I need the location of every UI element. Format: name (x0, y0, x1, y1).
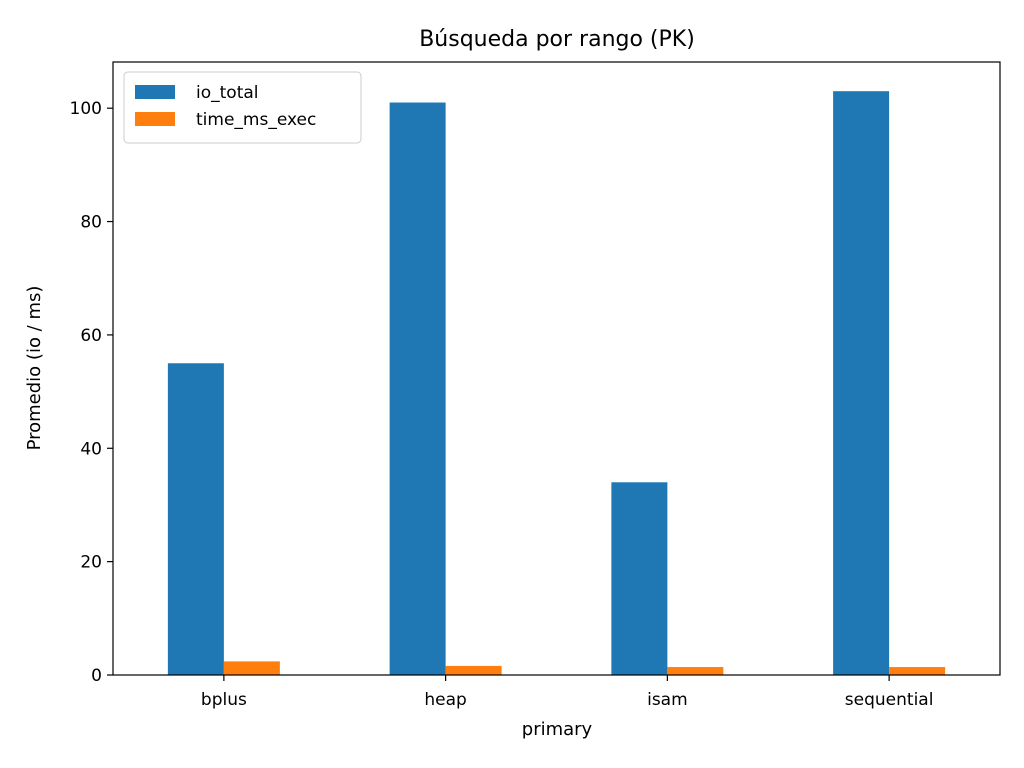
bar-io_total-isam (611, 482, 668, 675)
y-tick-label: 20 (80, 553, 102, 573)
legend-box (123, 71, 362, 144)
legend-label-time_ms_exec: time_ms_exec (196, 110, 316, 130)
x-axis-label: primary (522, 719, 593, 740)
plot-frame (112, 61, 1001, 676)
y-tick-label: 40 (80, 439, 102, 459)
legend: io_total time_ms_exec (123, 71, 362, 144)
legend-swatch-time_ms_exec (135, 112, 175, 126)
bar-time_ms_exec-bplus (223, 661, 280, 675)
y-axis-label: Promedio (io / ms) (24, 286, 45, 451)
y-tick-label: 0 (91, 666, 102, 686)
x-tick-label-bplus: bplus (201, 690, 247, 710)
bar-io_total-bplus (167, 363, 224, 675)
x-tick-label-isam: isam (647, 690, 688, 710)
bar-time_ms_exec-heap (445, 665, 502, 675)
bar-time_ms_exec-isam (667, 667, 724, 675)
x-tick-label-heap: heap (424, 690, 466, 710)
bars-layer (167, 91, 946, 675)
y-tick-label: 60 (80, 326, 102, 346)
axes-layer: 0 20 40 60 80 100 bplus heap isam sequential (70, 61, 1001, 710)
bar-time_ms_exec-sequential (889, 667, 946, 675)
legend-swatch-io_total (135, 85, 175, 99)
legend-label-io_total: io_total (196, 83, 259, 103)
bar-io_total-heap (389, 102, 446, 675)
chart-title: Búsqueda por rango (PK) (419, 27, 695, 52)
y-tick-label: 80 (80, 213, 102, 233)
x-tick-label-sequential: sequential (845, 690, 934, 710)
bar-io_total-sequential (833, 91, 890, 675)
y-tick-label: 100 (70, 99, 102, 119)
